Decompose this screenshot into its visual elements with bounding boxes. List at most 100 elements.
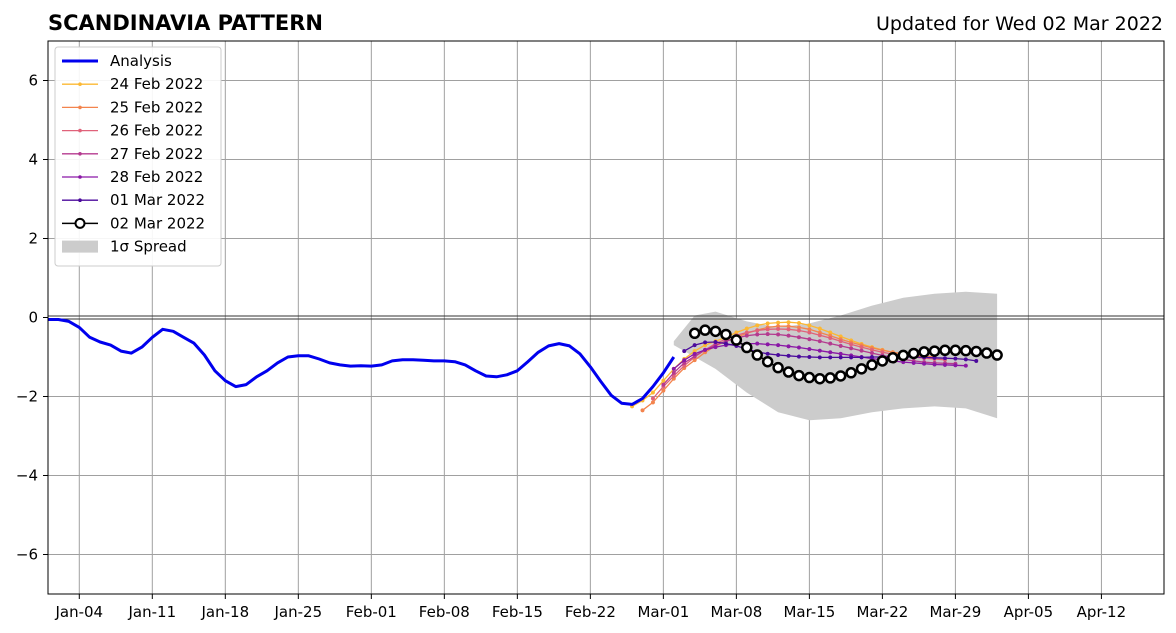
forecast-point — [765, 351, 770, 356]
latest-forecast-point — [887, 352, 899, 364]
latest-forecast-point — [730, 334, 743, 346]
forecast-point — [911, 360, 916, 365]
x-tick-label: Mar-08 — [710, 603, 762, 621]
chart-subtitle: Updated for Wed 02 Mar 2022 — [876, 13, 1163, 35]
forecast-point — [640, 408, 645, 413]
forecast-point — [661, 388, 666, 393]
forecast-point — [713, 339, 718, 345]
forecast-point — [796, 335, 802, 340]
forecast-point — [817, 326, 822, 331]
forecast-point — [703, 340, 708, 345]
forecast-point — [796, 354, 802, 359]
forecast-point — [859, 348, 864, 353]
forecast-point — [776, 352, 781, 358]
latest-forecast-point — [876, 355, 889, 367]
spread-layer — [673, 291, 998, 421]
legend-marker — [78, 198, 82, 202]
forecast-point — [776, 343, 781, 348]
forecast-point — [974, 358, 979, 364]
latest-forecast-point — [970, 345, 983, 358]
y-tick-label: −2 — [16, 388, 38, 406]
legend-label: 24 Feb 2022 — [110, 75, 203, 93]
forecast-point — [755, 341, 760, 346]
forecast-point — [786, 327, 791, 332]
latest-forecast-point — [939, 344, 951, 357]
forecast-point — [765, 327, 770, 332]
latest-forecast-point — [928, 345, 941, 357]
forecast-point — [755, 328, 760, 333]
latest-forecast-point — [918, 346, 930, 358]
forecast-point — [786, 353, 791, 358]
x-tick-label: Mar-01 — [637, 603, 689, 621]
latest-forecast-point — [699, 324, 711, 336]
forecast-point — [765, 342, 770, 347]
x-tick-label: Apr-12 — [1077, 603, 1127, 621]
zero-line-layer — [48, 315, 1164, 320]
forecast-point — [692, 343, 697, 348]
legend-label: 02 Mar 2022 — [110, 214, 205, 232]
latest-forecast-point — [980, 347, 993, 359]
x-tick-label: Mar-22 — [856, 603, 908, 621]
forecast-point — [817, 348, 822, 353]
latest-forecast-point — [960, 344, 972, 357]
forecast-point — [755, 323, 760, 328]
latest-forecast-point — [720, 328, 732, 341]
y-tick-label: 2 — [28, 230, 38, 248]
forecast-point — [838, 339, 843, 344]
analysis-line — [48, 318, 676, 406]
latest-forecast-point — [814, 372, 826, 385]
legend-box — [54, 46, 222, 267]
forecast-point — [849, 346, 854, 351]
forecast-point — [650, 390, 655, 395]
forecast-point — [817, 339, 822, 344]
latest-forecast-point — [834, 370, 847, 382]
y-tick-label: 0 — [28, 309, 38, 327]
forecast-point — [776, 332, 781, 337]
legend-marker — [78, 105, 82, 110]
forecast-point — [838, 355, 843, 360]
forecast-point — [953, 363, 958, 368]
legend-label: Analysis — [110, 52, 172, 70]
plot-frame — [47, 40, 1165, 595]
forecast-point — [807, 323, 812, 328]
forecast-point — [786, 333, 791, 338]
forecast-point — [776, 326, 781, 332]
forecast-point — [650, 400, 655, 405]
latest-forecast-point — [793, 369, 805, 382]
x-tick-label: Jan-18 — [200, 603, 249, 621]
x-tick-label: Feb-15 — [492, 603, 543, 621]
forecast-point — [786, 320, 791, 325]
legend-marker — [78, 82, 82, 86]
forecast-point — [671, 366, 676, 371]
forecast-point — [765, 332, 770, 337]
y-tick-label: 4 — [28, 151, 38, 169]
forecast-point — [849, 342, 854, 347]
forecast-point — [849, 355, 854, 360]
latest-forecast-point — [688, 327, 701, 340]
forecast-point — [723, 341, 728, 346]
forecast-point — [650, 396, 655, 401]
forecast-point — [807, 354, 812, 360]
forecast-point — [922, 361, 927, 366]
latest-forecast-point — [772, 361, 784, 374]
forecast-point — [692, 351, 697, 356]
latest-forecast-point — [803, 371, 816, 384]
legend-label: 01 Mar 2022 — [110, 191, 205, 209]
x-tick-label: Jan-11 — [127, 603, 176, 621]
legend-marker — [78, 128, 82, 133]
forecast-point — [682, 349, 687, 354]
forecast-point — [744, 333, 749, 338]
legend: Analysis 24 Feb 2022 25 Feb 2022 26 Feb 202… — [54, 46, 222, 267]
legend-marker — [78, 152, 82, 156]
axis-ticks: Jan-04 Jan-11 Jan-18 Jan-25 Feb-01 Feb-08 Feb-… — [16, 72, 1126, 622]
forecast-point — [744, 326, 749, 331]
forecast-point — [828, 335, 833, 341]
forecast-point — [682, 358, 687, 363]
forecast-point — [963, 357, 968, 362]
forecast-point — [807, 337, 812, 342]
x-tick-label: Jan-25 — [274, 603, 323, 621]
forecast-point — [828, 350, 833, 355]
y-tick-label: −4 — [16, 467, 38, 485]
legend-label: 28 Feb 2022 — [110, 168, 203, 186]
